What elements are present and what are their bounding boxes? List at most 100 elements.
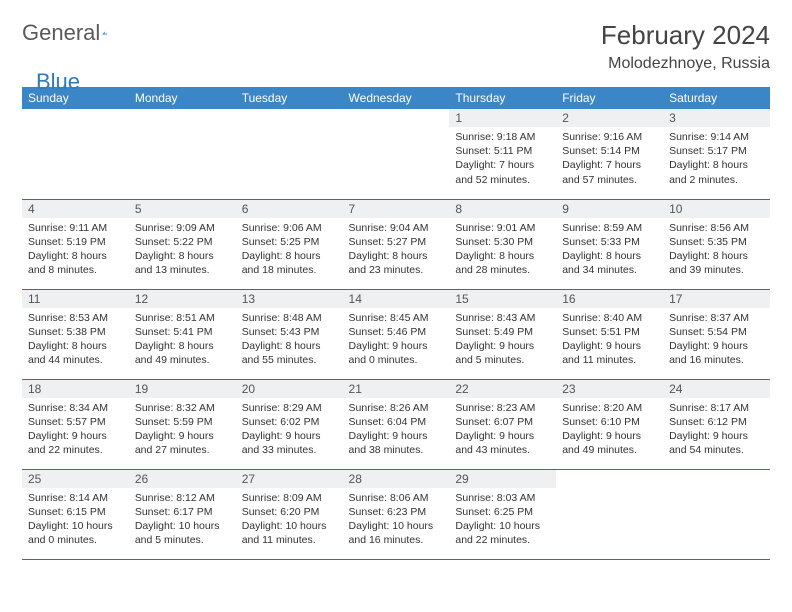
day-details: Sunrise: 9:16 AMSunset: 5:14 PMDaylight:… (556, 127, 663, 191)
calendar-day-cell (129, 109, 236, 199)
day-details: Sunrise: 8:34 AMSunset: 5:57 PMDaylight:… (22, 398, 129, 462)
day-details: Sunrise: 8:29 AMSunset: 6:02 PMDaylight:… (236, 398, 343, 462)
day-number: 28 (343, 470, 450, 488)
calendar-day-cell (343, 109, 450, 199)
day-number: 13 (236, 290, 343, 308)
calendar-day-cell: 9Sunrise: 8:59 AMSunset: 5:33 PMDaylight… (556, 199, 663, 289)
day-number: 14 (343, 290, 450, 308)
day-details: Sunrise: 8:12 AMSunset: 6:17 PMDaylight:… (129, 488, 236, 552)
day-number: 19 (129, 380, 236, 398)
day-details: Sunrise: 8:26 AMSunset: 6:04 PMDaylight:… (343, 398, 450, 462)
calendar-day-cell (236, 109, 343, 199)
title-block: February 2024 Molodezhnoye, Russia (601, 20, 770, 73)
calendar-day-cell: 22Sunrise: 8:23 AMSunset: 6:07 PMDayligh… (449, 379, 556, 469)
day-details: Sunrise: 8:48 AMSunset: 5:43 PMDaylight:… (236, 308, 343, 372)
weekday-header: Thursday (449, 87, 556, 109)
day-details: Sunrise: 9:06 AMSunset: 5:25 PMDaylight:… (236, 218, 343, 282)
calendar-day-cell: 18Sunrise: 8:34 AMSunset: 5:57 PMDayligh… (22, 379, 129, 469)
day-number: 22 (449, 380, 556, 398)
weekday-header: Saturday (663, 87, 770, 109)
weekday-header: Monday (129, 87, 236, 109)
calendar-day-cell: 19Sunrise: 8:32 AMSunset: 5:59 PMDayligh… (129, 379, 236, 469)
calendar-day-cell: 23Sunrise: 8:20 AMSunset: 6:10 PMDayligh… (556, 379, 663, 469)
day-number: 17 (663, 290, 770, 308)
calendar-day-cell: 10Sunrise: 8:56 AMSunset: 5:35 PMDayligh… (663, 199, 770, 289)
day-details: Sunrise: 8:06 AMSunset: 6:23 PMDaylight:… (343, 488, 450, 552)
day-number: 11 (22, 290, 129, 308)
day-details: Sunrise: 9:01 AMSunset: 5:30 PMDaylight:… (449, 218, 556, 282)
calendar-day-cell: 21Sunrise: 8:26 AMSunset: 6:04 PMDayligh… (343, 379, 450, 469)
day-details: Sunrise: 9:14 AMSunset: 5:17 PMDaylight:… (663, 127, 770, 191)
calendar-table: Sunday Monday Tuesday Wednesday Thursday… (22, 87, 770, 560)
calendar-day-cell: 13Sunrise: 8:48 AMSunset: 5:43 PMDayligh… (236, 289, 343, 379)
day-details: Sunrise: 8:09 AMSunset: 6:20 PMDaylight:… (236, 488, 343, 552)
day-details: Sunrise: 8:43 AMSunset: 5:49 PMDaylight:… (449, 308, 556, 372)
day-number: 4 (22, 200, 129, 218)
day-number: 9 (556, 200, 663, 218)
day-number: 7 (343, 200, 450, 218)
weekday-header-row: Sunday Monday Tuesday Wednesday Thursday… (22, 87, 770, 109)
day-details: Sunrise: 8:40 AMSunset: 5:51 PMDaylight:… (556, 308, 663, 372)
day-number: 29 (449, 470, 556, 488)
calendar-week-row: 25Sunrise: 8:14 AMSunset: 6:15 PMDayligh… (22, 469, 770, 559)
day-number: 23 (556, 380, 663, 398)
calendar-day-cell: 28Sunrise: 8:06 AMSunset: 6:23 PMDayligh… (343, 469, 450, 559)
day-details: Sunrise: 9:09 AMSunset: 5:22 PMDaylight:… (129, 218, 236, 282)
day-details: Sunrise: 8:23 AMSunset: 6:07 PMDaylight:… (449, 398, 556, 462)
day-number: 3 (663, 109, 770, 127)
location-text: Molodezhnoye, Russia (601, 55, 770, 73)
calendar-day-cell: 1Sunrise: 9:18 AMSunset: 5:11 PMDaylight… (449, 109, 556, 199)
calendar-day-cell: 17Sunrise: 8:37 AMSunset: 5:54 PMDayligh… (663, 289, 770, 379)
weekday-header: Wednesday (343, 87, 450, 109)
month-title: February 2024 (601, 20, 770, 51)
day-details: Sunrise: 8:56 AMSunset: 5:35 PMDaylight:… (663, 218, 770, 282)
calendar-week-row: 18Sunrise: 8:34 AMSunset: 5:57 PMDayligh… (22, 379, 770, 469)
day-number: 26 (129, 470, 236, 488)
day-number: 24 (663, 380, 770, 398)
day-details: Sunrise: 8:53 AMSunset: 5:38 PMDaylight:… (22, 308, 129, 372)
day-number: 2 (556, 109, 663, 127)
day-details: Sunrise: 8:20 AMSunset: 6:10 PMDaylight:… (556, 398, 663, 462)
logo: General (22, 20, 128, 46)
calendar-day-cell: 24Sunrise: 8:17 AMSunset: 6:12 PMDayligh… (663, 379, 770, 469)
day-number: 21 (343, 380, 450, 398)
calendar-week-row: 11Sunrise: 8:53 AMSunset: 5:38 PMDayligh… (22, 289, 770, 379)
calendar-week-row: 4Sunrise: 9:11 AMSunset: 5:19 PMDaylight… (22, 199, 770, 289)
day-details: Sunrise: 9:04 AMSunset: 5:27 PMDaylight:… (343, 218, 450, 282)
calendar-day-cell: 25Sunrise: 8:14 AMSunset: 6:15 PMDayligh… (22, 469, 129, 559)
calendar-day-cell: 5Sunrise: 9:09 AMSunset: 5:22 PMDaylight… (129, 199, 236, 289)
day-details: Sunrise: 8:51 AMSunset: 5:41 PMDaylight:… (129, 308, 236, 372)
day-details: Sunrise: 8:14 AMSunset: 6:15 PMDaylight:… (22, 488, 129, 552)
day-details: Sunrise: 8:32 AMSunset: 5:59 PMDaylight:… (129, 398, 236, 462)
day-number: 25 (22, 470, 129, 488)
day-number: 5 (129, 200, 236, 218)
day-number: 10 (663, 200, 770, 218)
day-number: 12 (129, 290, 236, 308)
day-number: 27 (236, 470, 343, 488)
calendar-day-cell (663, 469, 770, 559)
calendar-day-cell: 27Sunrise: 8:09 AMSunset: 6:20 PMDayligh… (236, 469, 343, 559)
day-number: 1 (449, 109, 556, 127)
calendar-week-row: 1Sunrise: 9:18 AMSunset: 5:11 PMDaylight… (22, 109, 770, 199)
day-number: 20 (236, 380, 343, 398)
calendar-day-cell: 8Sunrise: 9:01 AMSunset: 5:30 PMDaylight… (449, 199, 556, 289)
weekday-header: Friday (556, 87, 663, 109)
weekday-header: Tuesday (236, 87, 343, 109)
calendar-day-cell: 26Sunrise: 8:12 AMSunset: 6:17 PMDayligh… (129, 469, 236, 559)
calendar-day-cell (556, 469, 663, 559)
calendar-day-cell: 15Sunrise: 8:43 AMSunset: 5:49 PMDayligh… (449, 289, 556, 379)
calendar-day-cell: 20Sunrise: 8:29 AMSunset: 6:02 PMDayligh… (236, 379, 343, 469)
calendar-day-cell: 3Sunrise: 9:14 AMSunset: 5:17 PMDaylight… (663, 109, 770, 199)
calendar-day-cell: 6Sunrise: 9:06 AMSunset: 5:25 PMDaylight… (236, 199, 343, 289)
day-number: 16 (556, 290, 663, 308)
calendar-day-cell: 11Sunrise: 8:53 AMSunset: 5:38 PMDayligh… (22, 289, 129, 379)
day-details: Sunrise: 8:17 AMSunset: 6:12 PMDaylight:… (663, 398, 770, 462)
calendar-day-cell: 2Sunrise: 9:16 AMSunset: 5:14 PMDaylight… (556, 109, 663, 199)
day-details: Sunrise: 8:03 AMSunset: 6:25 PMDaylight:… (449, 488, 556, 552)
day-details: Sunrise: 8:37 AMSunset: 5:54 PMDaylight:… (663, 308, 770, 372)
calendar-day-cell: 16Sunrise: 8:40 AMSunset: 5:51 PMDayligh… (556, 289, 663, 379)
day-details: Sunrise: 9:18 AMSunset: 5:11 PMDaylight:… (449, 127, 556, 191)
logo-sail-icon (102, 23, 107, 43)
calendar-day-cell: 29Sunrise: 8:03 AMSunset: 6:25 PMDayligh… (449, 469, 556, 559)
calendar-day-cell: 12Sunrise: 8:51 AMSunset: 5:41 PMDayligh… (129, 289, 236, 379)
